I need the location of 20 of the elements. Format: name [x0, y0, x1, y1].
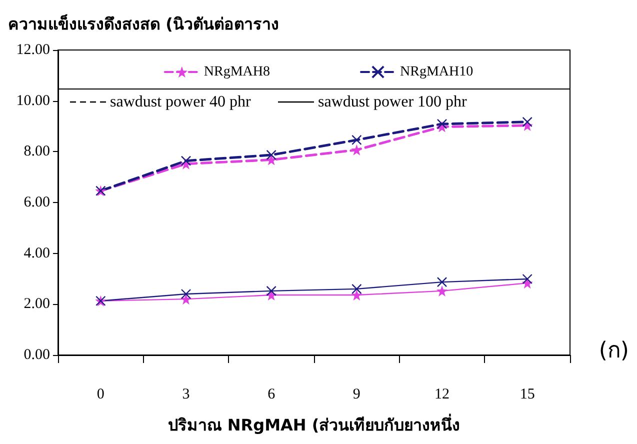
y-tick-label: 10.00	[16, 92, 50, 109]
annotation: sawdust power 40 phr	[110, 94, 252, 110]
text: (ก)	[598, 338, 630, 364]
y-tick-label: 0.00	[24, 347, 50, 363]
x-tick-label: 12	[434, 386, 450, 402]
y-tick-label: 4.00	[24, 245, 50, 262]
x-axis-title: ปริมาณ NRgMAH (ส่วนเทียบกับยางหนึ่ง	[168, 414, 460, 434]
x-tick-label: 6	[268, 386, 276, 402]
y-tick-label: 6.00	[24, 194, 50, 210]
x-tick-label: 15	[520, 386, 535, 402]
legend-label: NRgMAH10	[400, 64, 474, 80]
legend-label: NRgMAH8	[204, 64, 270, 80]
y-tick-label: 12.00	[16, 42, 50, 58]
x-tick-label: 9	[352, 386, 360, 402]
y-axis-title: ความแข็งแรงดึงสงสด (นิวตันต่อตาราง	[8, 12, 279, 34]
x-tick-label: 3	[182, 386, 190, 402]
annotation: sawdust power 100 phr	[318, 94, 468, 110]
y-tick-label: 2.00	[24, 296, 50, 312]
x-tick-label: 0	[96, 386, 104, 402]
y-tick-label: 8.00	[24, 144, 50, 160]
